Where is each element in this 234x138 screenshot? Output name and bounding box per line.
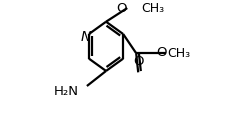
Text: CH₃: CH₃	[142, 2, 165, 14]
Text: O: O	[156, 46, 167, 59]
Text: O: O	[133, 55, 143, 68]
Text: H₂N: H₂N	[54, 85, 79, 98]
Text: N: N	[80, 30, 91, 44]
Text: O: O	[116, 2, 127, 15]
Text: CH₃: CH₃	[167, 47, 190, 60]
